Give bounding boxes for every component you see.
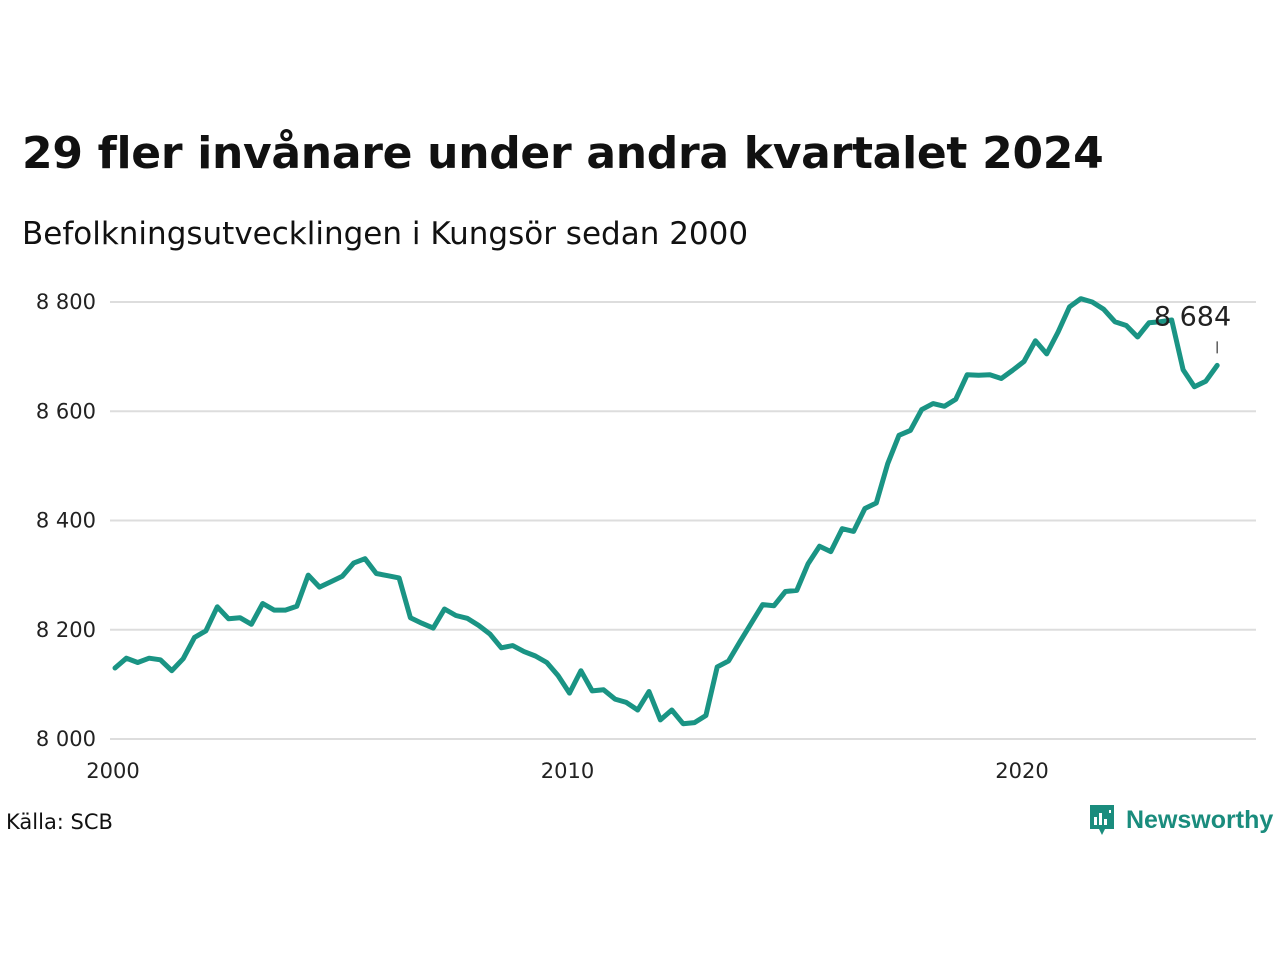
y-tick-label: 8 600: [36, 399, 96, 423]
y-tick-label: 8 200: [36, 618, 96, 642]
y-tick-label: 8 400: [36, 509, 96, 533]
chart-subtitle: Befolkningsutvecklingen i Kungsör sedan …: [22, 216, 749, 252]
chart-title: 29 fler invånare under andra kvartalet 2…: [22, 128, 1104, 179]
brand-logo: Newsworthy: [1088, 803, 1273, 837]
newsworthy-logo-icon: [1090, 805, 1114, 835]
x-tick-label: 2010: [541, 759, 594, 783]
series-line: [112, 296, 1220, 727]
end-value-label: 8 684: [1154, 301, 1231, 332]
source-label: Källa: SCB: [6, 810, 113, 834]
y-tick-label: 8 000: [36, 727, 96, 751]
x-tick-label: 2020: [995, 759, 1048, 783]
x-tick-label: 2000: [86, 759, 139, 783]
y-tick-label: 8 800: [36, 290, 96, 314]
brand-name: Newsworthy: [1126, 805, 1274, 834]
